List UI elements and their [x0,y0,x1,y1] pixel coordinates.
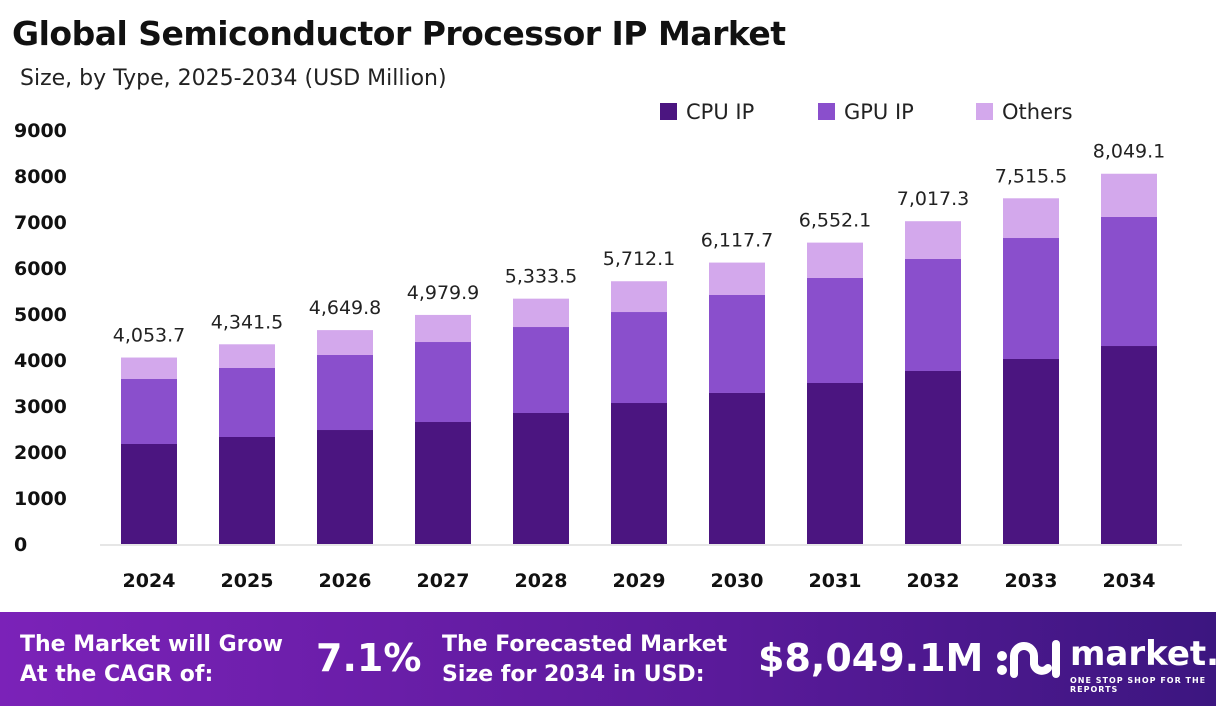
x-tick-label: 2024 [123,570,176,592]
total-label: 5,712.1 [603,248,676,270]
y-tick-label: 2000 [14,442,67,464]
bar-gpu-ip-2027 [415,342,471,423]
bar-others-2031 [807,242,863,278]
bar-gpu-ip-2034 [1101,216,1157,347]
bar-cpu-ip-2029 [611,403,667,544]
x-tick-label: 2026 [319,570,372,592]
bar-others-2029 [611,281,667,313]
bar-gpu-ip-2029 [611,312,667,404]
bar-others-2027 [415,314,471,343]
y-tick-label: 4000 [14,350,67,372]
legend-swatch-0 [660,103,677,120]
bar-cpu-ip-2026 [317,430,373,544]
x-tick-label: 2030 [711,570,764,592]
bar-others-2025 [219,344,275,369]
cagr-value: 7.1% [316,636,422,680]
total-label: 7,515.5 [995,165,1068,187]
y-tick-label: 8000 [14,166,67,188]
bar-cpu-ip-2033 [1003,358,1059,544]
y-tick-label: 9000 [14,120,67,142]
bar-cpu-ip-2024 [121,443,177,544]
bar-others-2030 [709,262,765,296]
y-tick-label: 1000 [14,488,67,510]
x-tick-label: 2027 [417,570,470,592]
bar-gpu-ip-2024 [121,378,177,444]
bar-gpu-ip-2030 [709,295,765,393]
bar-gpu-ip-2025 [219,368,275,438]
chart-subtitle: Size, by Type, 2025-2034 (USD Million) [20,66,447,91]
bar-cpu-ip-2031 [807,383,863,544]
forecast-label-line2: Size for 2034 in USD: [442,662,705,687]
bar-gpu-ip-2031 [807,277,863,383]
total-label: 5,333.5 [505,266,578,288]
footer-banner: The Market will Grow At the CAGR of: 7.1%… [0,612,1216,706]
forecast-label: The Forecasted Market Size for 2034 in US… [442,630,727,690]
y-tick-label: 0 [14,534,27,556]
bar-gpu-ip-2033 [1003,238,1059,359]
bar-others-2034 [1101,173,1157,217]
legend-label: CPU IP [686,100,754,124]
total-label: 4,649.8 [309,297,382,319]
legend-swatch-2 [976,103,993,120]
bar-cpu-ip-2032 [905,370,961,544]
forecast-value: $8,049.1M [758,636,984,680]
cagr-label: The Market will Grow At the CAGR of: [20,630,283,690]
bar-gpu-ip-2028 [513,327,569,413]
total-label: 4,341.5 [211,311,284,333]
bar-others-2032 [905,221,961,259]
x-tick-label: 2031 [809,570,862,592]
x-tick-label: 2034 [1103,570,1156,592]
legend-swatch-1 [818,103,835,120]
y-tick-label: 7000 [14,212,67,234]
market-us-logo-icon [997,640,1060,678]
y-tick-label: 5000 [14,304,67,326]
x-tick-label: 2028 [515,570,568,592]
bar-others-2026 [317,330,373,355]
cagr-label-line1: The Market will Grow [20,632,283,657]
x-tick-label: 2033 [1005,570,1058,592]
total-label: 6,552.1 [799,210,872,232]
stacked-bar-chart: 0 1000 2000 3000 4000 5000 6000 7000 8000 9000 4,0… [14,100,1182,592]
total-label: 4,979.9 [407,282,480,304]
y-tick-label: 6000 [14,258,67,280]
total-label: 7,017.3 [897,188,970,210]
cagr-label-line2: At the CAGR of: [20,662,214,687]
bar-gpu-ip-2026 [317,354,373,431]
forecast-label-line1: The Forecasted Market [442,632,728,657]
bar-cpu-ip-2030 [709,392,765,544]
total-label: 8,049.1 [1093,141,1166,163]
bar-cpu-ip-2025 [219,437,275,544]
bar-others-2024 [121,357,177,379]
logo-tagline: ONE STOP SHOP FOR THE REPORTS [1070,676,1207,694]
chart-title: Global Semiconductor Processor IP Market [12,14,786,53]
total-label: 6,117.7 [701,230,774,252]
x-tick-label: 2032 [907,570,960,592]
bar-others-2033 [1003,198,1059,239]
logo-text: market.us [1070,634,1216,674]
bar-cpu-ip-2027 [415,422,471,544]
y-tick-label: 3000 [14,396,67,418]
total-label: 4,053.7 [113,325,186,347]
legend-label: Others [1002,100,1073,124]
bar-gpu-ip-2032 [905,258,961,371]
x-tick-label: 2025 [221,570,274,592]
bar-others-2028 [513,298,569,328]
bar-cpu-ip-2034 [1101,346,1157,544]
bar-cpu-ip-2028 [513,412,569,544]
legend-label: GPU IP [844,100,914,124]
x-tick-label: 2029 [613,570,666,592]
